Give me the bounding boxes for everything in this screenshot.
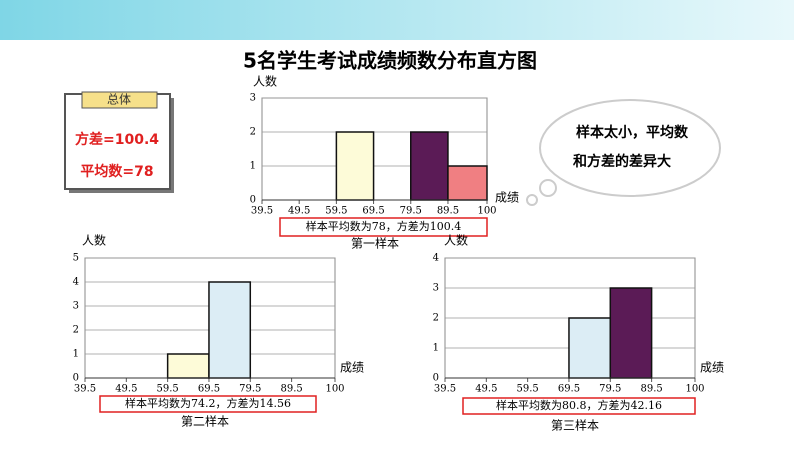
- y-tick-label: 2: [250, 127, 256, 138]
- y-tick-label: 3: [250, 93, 256, 104]
- bubble-text: 和方差的差异大: [573, 153, 671, 170]
- x-tick-label: 49.5: [288, 206, 310, 217]
- thought-bubble: 样本太小，平均数 和方差的差异大: [526, 99, 721, 206]
- y-tick-label: 3: [433, 283, 439, 294]
- x-tick-label: 79.5: [400, 206, 422, 217]
- caption: 样本平均数为78，方差为100.4: [306, 219, 462, 233]
- caption: 样本平均数为80.8，方差为42.16: [496, 398, 662, 412]
- x-axis-label: 成绩: [700, 361, 724, 375]
- y-axis-label: 人数: [444, 233, 468, 248]
- y-tick-label: 3: [73, 301, 79, 312]
- box-header-bg: [81, 91, 158, 109]
- x-tick-label: 39.5: [74, 384, 96, 395]
- bar: [410, 131, 449, 201]
- y-tick-label: 2: [73, 325, 79, 336]
- caption-frame: [99, 395, 317, 413]
- y-tick-label: 4: [433, 253, 439, 264]
- bubble-text: 样本太小，平均数: [576, 124, 689, 141]
- caption: 样本平均数为74.2，方差为14.56: [125, 396, 291, 410]
- bubble-dot: [539, 179, 557, 197]
- caption-frame: [462, 397, 696, 415]
- x-tick-label: 59.5: [157, 384, 179, 395]
- y-axis-label: 人数: [253, 74, 277, 89]
- box-line: 方差=100.4: [75, 131, 159, 148]
- y-tick-label: 1: [250, 161, 256, 172]
- x-tick-label: 49.5: [475, 384, 497, 395]
- bar: [166, 353, 210, 379]
- x-tick-label: 100: [477, 206, 496, 217]
- x-tick-label: 100: [325, 384, 344, 395]
- x-tick-label: 39.5: [434, 384, 456, 395]
- x-tick-label: 69.5: [558, 384, 580, 395]
- bubble-shape: [539, 99, 721, 197]
- x-tick-label: 59.5: [517, 384, 539, 395]
- histogram: 0 1 2 3 4 5 39.5 49.5 59.5 69.5 79.5 89.5 100 人数成绩样本平…: [73, 233, 364, 429]
- y-tick-label: 1: [73, 349, 79, 360]
- y-tick-label: 4: [73, 277, 79, 288]
- box-header: 总体: [107, 93, 131, 107]
- y-tick-label: 0: [73, 373, 79, 384]
- summary-box: 总体 方差=100.4 平均数=78: [64, 91, 174, 193]
- banner: [0, 0, 794, 40]
- x-tick-label: 49.5: [115, 384, 137, 395]
- bar: [208, 281, 252, 379]
- x-tick-label: 39.5: [251, 206, 273, 217]
- histogram: 0 1 2 3 4 39.5 49.5 59.5 69.5 79.5 89.5 100 人数成绩样本平均…: [433, 233, 724, 433]
- y-tick-label: 2: [433, 313, 439, 324]
- x-tick-label: 89.5: [640, 384, 662, 395]
- bubble-dot: [526, 194, 538, 206]
- bar: [609, 287, 653, 379]
- y-tick-label: 0: [433, 373, 439, 384]
- x-tick-label: 69.5: [198, 384, 220, 395]
- y-tick-label: 5: [73, 253, 79, 264]
- bar: [447, 165, 488, 201]
- x-tick-label: 59.5: [325, 206, 347, 217]
- x-tick-label: 89.5: [280, 384, 302, 395]
- x-axis-label: 成绩: [495, 191, 519, 205]
- box-line: 平均数=78: [80, 163, 153, 180]
- slide-title: 5名学生考试成绩频数分布直方图: [243, 49, 537, 73]
- x-tick-label: 79.5: [599, 384, 621, 395]
- sample-name: 第三样本: [551, 418, 599, 433]
- y-tick-label: 0: [250, 195, 256, 206]
- sample-name: 第一样本: [351, 236, 399, 251]
- sample-name: 第二样本: [181, 414, 229, 429]
- x-tick-label: 89.5: [437, 206, 459, 217]
- box-frame: [64, 93, 171, 190]
- caption-frame: [279, 217, 488, 237]
- bar: [335, 131, 375, 201]
- x-tick-label: 79.5: [239, 384, 261, 395]
- x-axis-label: 成绩: [340, 361, 364, 375]
- y-axis-label: 人数: [82, 233, 106, 248]
- y-tick-label: 1: [433, 343, 439, 354]
- x-tick-label: 69.5: [362, 206, 384, 217]
- x-tick-label: 100: [685, 384, 704, 395]
- bar: [568, 317, 612, 379]
